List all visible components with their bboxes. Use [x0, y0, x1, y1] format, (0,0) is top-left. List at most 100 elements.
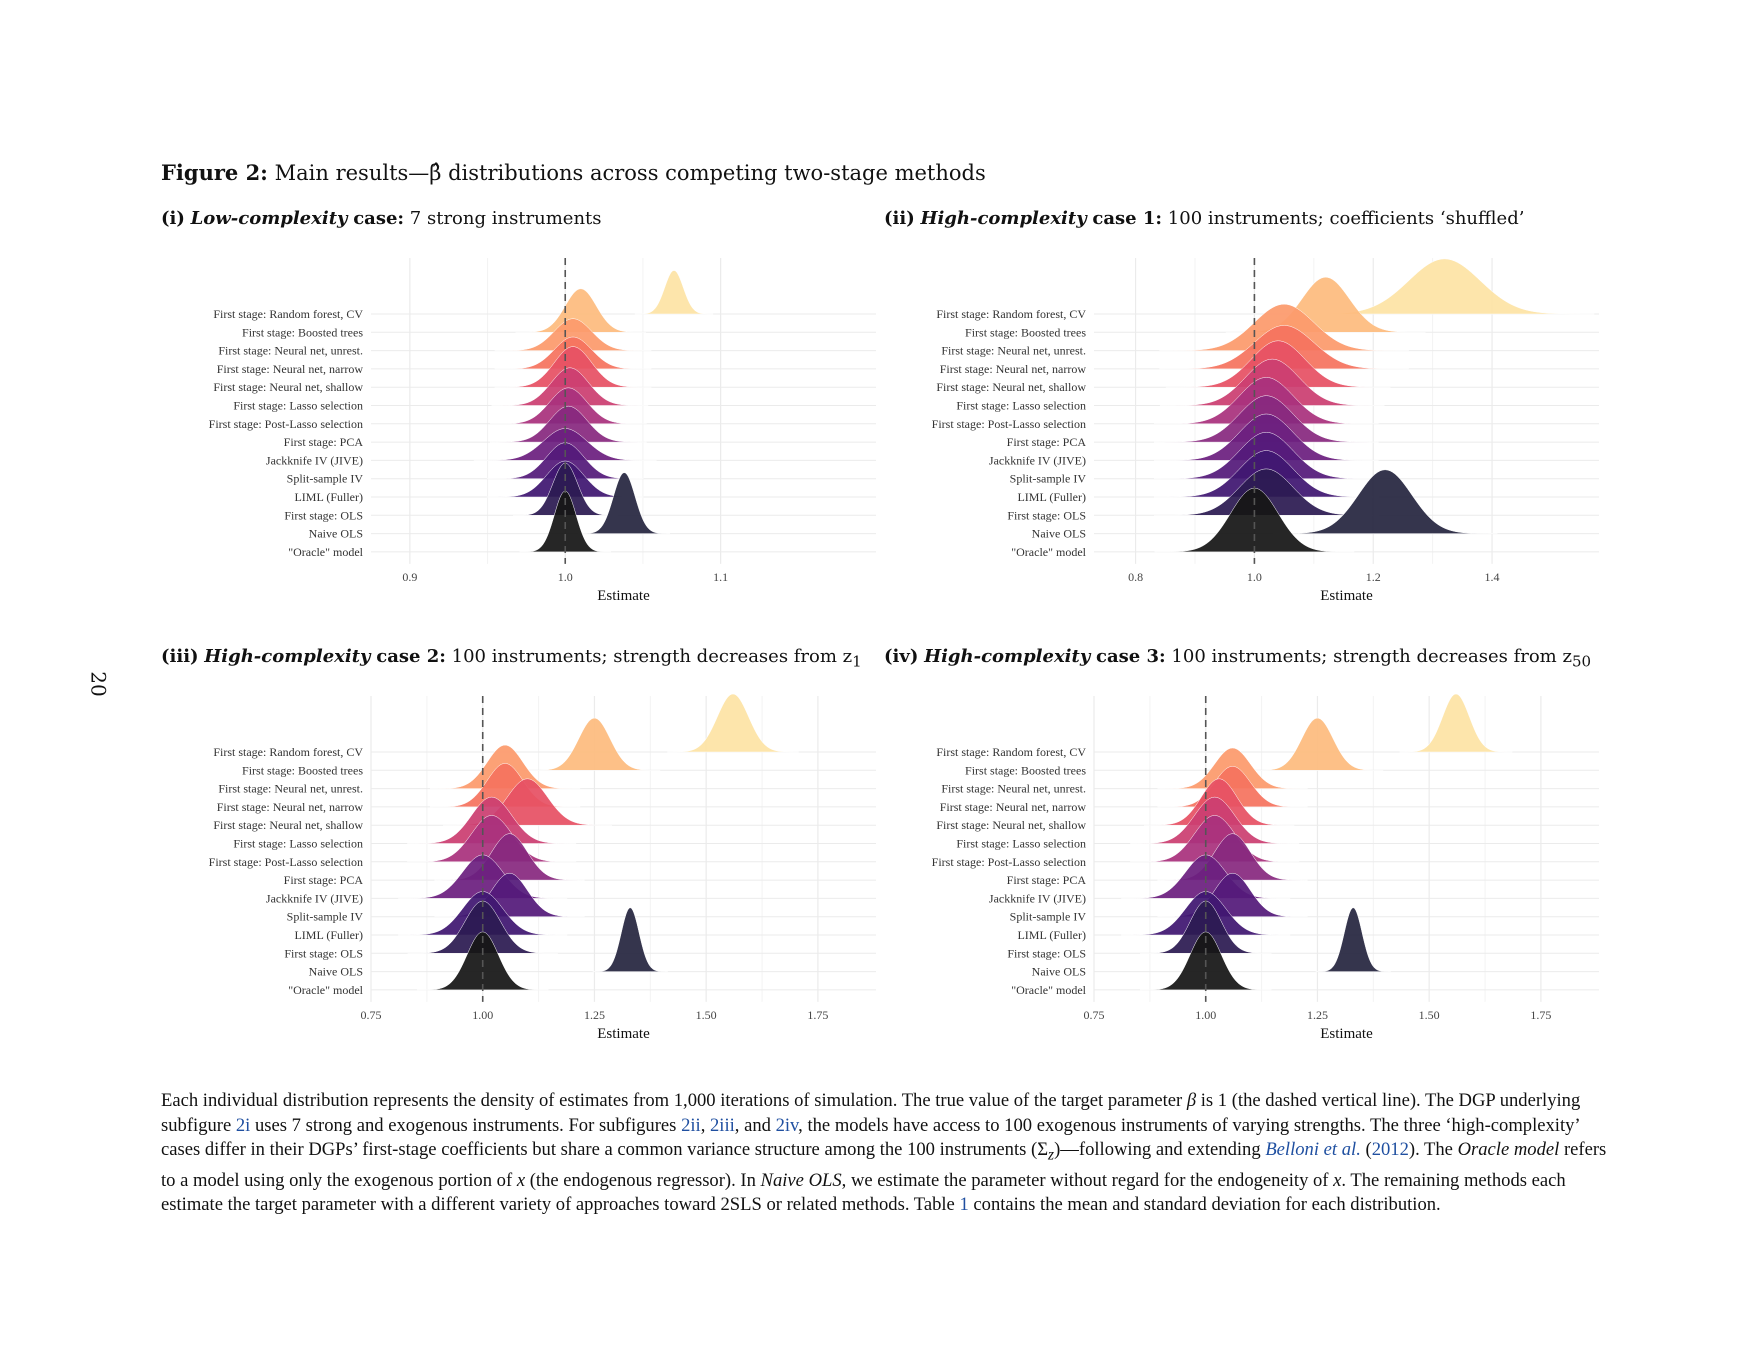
- ridge-density: [592, 907, 668, 972]
- ridgeline-chart-iv: First stage: Random forest, CV First stag…: [932, 693, 1599, 1042]
- panel-title-i: (i) Low-complexity case: 7 strong instru…: [161, 208, 602, 233]
- ref-2ii-link[interactable]: 2ii: [681, 1114, 701, 1136]
- method-label: First stage: OLS: [284, 508, 363, 522]
- x-tick-label: 0.8: [1128, 570, 1143, 584]
- x-tick-label: 0.75: [1084, 1008, 1105, 1022]
- ridge-density: [1129, 815, 1300, 863]
- method-label: First stage: Post-Lasso selection: [209, 855, 363, 869]
- method-label: First stage: Post-Lasso selection: [209, 417, 363, 431]
- method-label: First stage: Boosted trees: [242, 763, 363, 777]
- panel-case: case 3:: [1096, 646, 1166, 667]
- method-label: First stage: Random forest, CV: [213, 307, 363, 321]
- method-label: First stage: Post-Lasso selection: [932, 855, 1086, 869]
- method-label: First stage: Boosted trees: [965, 763, 1086, 777]
- method-label: First stage: PCA: [1007, 873, 1087, 887]
- ridge-density: [429, 763, 581, 808]
- ridges: [398, 693, 799, 991]
- citation-year-link[interactable]: 2012: [1371, 1139, 1409, 1161]
- ridge-density: [528, 717, 661, 771]
- ridge-density: [491, 367, 649, 406]
- ridge-density: [578, 472, 671, 534]
- panel-prefix: (iv): [884, 646, 919, 667]
- method-label: First stage: Neural net, narrow: [940, 362, 1087, 376]
- x-tick-label: 1.1: [713, 570, 728, 584]
- panel-case: case 1:: [1092, 208, 1163, 229]
- method-label: First stage: OLS: [284, 946, 363, 960]
- y-axis-labels: First stage: Random forest, CV First stag…: [932, 307, 1087, 559]
- method-label: First stage: Neural net, shallow: [936, 818, 1086, 832]
- ref-2iv-link[interactable]: 2iv: [775, 1114, 799, 1136]
- method-label: LIML (Fuller): [294, 490, 363, 504]
- ridge-density: [1154, 487, 1355, 553]
- panel-title-iv: (iv) High-complexity case 3: 100 instrum…: [884, 646, 1591, 671]
- method-label: Jackknife IV (JIVE): [266, 453, 363, 467]
- x-tick-label: 1.0: [558, 570, 573, 584]
- panel-desc: 100 instruments; strength decreases from…: [1171, 646, 1572, 667]
- x-axis-ticks: 0.9 1.0 1.1: [402, 570, 728, 584]
- y-axis-labels: First stage: Random forest, CV First stag…: [209, 745, 364, 997]
- x-tick-label: 1.75: [1530, 1008, 1551, 1022]
- x-tick-label: 1.2: [1366, 570, 1381, 584]
- figure-title-text: Main results—β̂ distributions across com…: [274, 161, 986, 185]
- method-label: First stage: PCA: [284, 873, 364, 887]
- method-label: Split-sample IV: [287, 910, 364, 924]
- x-tick-label: 1.00: [1195, 1008, 1216, 1022]
- method-label: First stage: Random forest, CV: [213, 745, 363, 759]
- method-label: LIML (Fuller): [294, 928, 363, 942]
- ridges: [1153, 258, 1595, 553]
- method-label: First stage: Boosted trees: [965, 325, 1086, 339]
- x-tick-label: 1.0: [1247, 570, 1262, 584]
- method-label: First stage: Neural net, shallow: [213, 818, 363, 832]
- ridge-density: [1251, 717, 1384, 771]
- panel-desc: 7 strong instruments: [409, 208, 602, 229]
- method-label: Split-sample IV: [1010, 910, 1087, 924]
- citation-author-link[interactable]: Belloni et al.: [1265, 1139, 1361, 1161]
- ridgeline-chart-i: First stage: Random forest, CV First stag…: [209, 258, 876, 604]
- x-axis-ticks: 0.75 1.00 1.25 1.50 1.75: [1084, 1008, 1552, 1022]
- panel-prefix: (iii): [161, 646, 199, 667]
- y-axis-labels: First stage: Random forest, CV First stag…: [932, 745, 1087, 997]
- method-label: First stage: Lasso selection: [956, 399, 1086, 413]
- ridge-density: [406, 815, 577, 863]
- ridge-density: [667, 693, 799, 753]
- method-label: First stage: Neural net, shallow: [213, 380, 363, 394]
- ref-2i-link[interactable]: 2i: [235, 1114, 251, 1136]
- panel-sub: 50: [1571, 652, 1592, 671]
- page-number: 20: [86, 671, 111, 697]
- method-label: "Oracle" model: [1011, 983, 1086, 997]
- table-1-link[interactable]: 1: [959, 1194, 969, 1216]
- x-axis-title: Estimate: [1320, 1026, 1373, 1042]
- panel-desc: 100 instruments; strength decreases from…: [451, 646, 853, 667]
- panel-title-iii: (iii) High-complexity case 2: 100 instru…: [161, 646, 862, 671]
- x-tick-label: 0.75: [361, 1008, 382, 1022]
- figure-title: Figure 2: Main results—β̂ distributions …: [161, 160, 986, 185]
- y-axis-labels: First stage: Random forest, CV First stag…: [209, 307, 364, 559]
- method-label: LIML (Fuller): [1017, 490, 1086, 504]
- ridgeline-chart-iii: First stage: Random forest, CV First stag…: [209, 693, 876, 1042]
- ref-2iii-link[interactable]: 2iii: [710, 1114, 735, 1136]
- method-label: First stage: Random forest, CV: [936, 307, 1086, 321]
- ridge-density: [494, 346, 652, 388]
- x-tick-label: 1.50: [1419, 1008, 1440, 1022]
- ridge-density: [489, 405, 647, 443]
- method-label: First stage: PCA: [1007, 435, 1087, 449]
- method-label: "Oracle" model: [1011, 545, 1086, 559]
- ridge-density: [1272, 469, 1498, 534]
- panel-emph: High-complexity: [920, 208, 1087, 229]
- ridges: [1121, 693, 1513, 991]
- x-tick-label: 1.00: [472, 1008, 493, 1022]
- method-label: LIML (Fuller): [1017, 928, 1086, 942]
- method-label: First stage: Neural net, unrest.: [941, 782, 1086, 796]
- x-tick-label: 1.25: [584, 1008, 605, 1022]
- method-label: Split-sample IV: [287, 472, 364, 486]
- x-axis-ticks: 0.75 1.00 1.25 1.50 1.75: [361, 1008, 829, 1022]
- method-label: Jackknife IV (JIVE): [989, 453, 1086, 467]
- ridge-density: [515, 288, 647, 333]
- panel-emph: Low-complexity: [190, 208, 348, 229]
- method-label: First stage: Random forest, CV: [936, 745, 1086, 759]
- method-label: Naive OLS: [309, 527, 363, 541]
- ridgeline-chart-ii: First stage: Random forest, CV First stag…: [932, 258, 1599, 604]
- method-label: First stage: Neural net, narrow: [217, 362, 364, 376]
- panel-prefix: (ii): [884, 208, 915, 229]
- method-label: First stage: Neural net, unrest.: [218, 344, 363, 358]
